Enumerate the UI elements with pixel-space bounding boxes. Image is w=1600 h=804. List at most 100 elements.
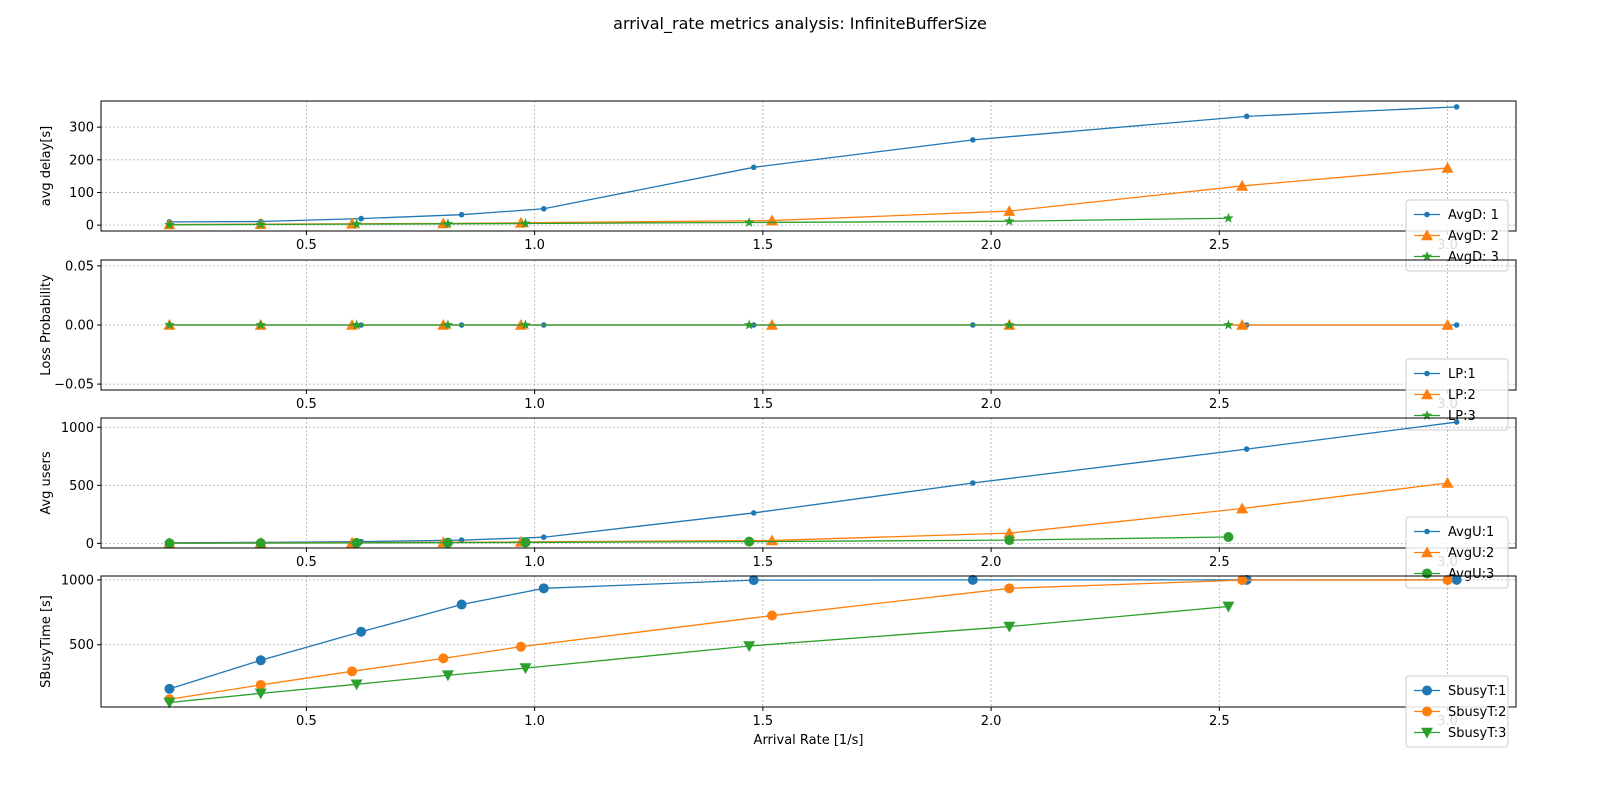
data-point (1223, 212, 1234, 223)
data-point (456, 599, 467, 610)
x-tick-label: 0.5 (296, 714, 317, 729)
legend-label: AvgU:1 (1448, 525, 1494, 540)
x-tick-label: 2.0 (981, 555, 1002, 570)
data-point (538, 583, 549, 594)
legend-label: SbusyT:3 (1448, 726, 1506, 741)
series-sbusyt-1 (164, 574, 1462, 694)
data-point (1453, 419, 1460, 425)
legend-item: AvgU:1 (1414, 525, 1494, 540)
legend: AvgD: 1 AvgD: 2 AvgD: 3 (1405, 199, 1509, 272)
legend-item: LP:2 (1414, 388, 1476, 403)
subplot-4: 0.51.01.52.02.53.05001000SBusyTime [s]Sb… (39, 573, 1517, 748)
legend-label: AvgU:2 (1448, 546, 1494, 561)
legend-marker (1424, 370, 1430, 377)
legend-label: SbusyT:2 (1448, 705, 1506, 720)
legend-marker (1421, 727, 1433, 739)
legend-item: SbusyT:3 (1414, 726, 1506, 741)
data-point (1441, 161, 1454, 173)
y-tick-label: 0 (86, 537, 94, 552)
y-tick-label: 0.00 (65, 319, 94, 334)
legend-label: LP:2 (1448, 388, 1476, 403)
legend-item: SbusyT:1 (1414, 684, 1506, 699)
x-tick-label: 2.5 (1209, 238, 1230, 253)
legend-label: AvgD: 1 (1448, 208, 1499, 223)
data-point (255, 218, 266, 229)
series-sbusyt-2 (164, 575, 1453, 705)
data-point (1441, 319, 1454, 330)
data-point (1003, 205, 1016, 216)
data-point (748, 575, 759, 586)
legend-marker (1424, 211, 1430, 218)
y-tick-label: 200 (69, 153, 94, 168)
data-point (520, 537, 531, 548)
series-line (169, 106, 1457, 223)
x-tick-label: 1.0 (524, 397, 545, 412)
legend-marker (1421, 229, 1433, 241)
legend-marker (1422, 568, 1432, 579)
data-point (442, 319, 454, 330)
y-tick-label: 100 (69, 186, 94, 201)
series-line (169, 536, 1229, 544)
legend-marker (1424, 528, 1430, 535)
legend: LP:1 LP:2 LP:3 (1405, 358, 1509, 431)
x-tick-label: 2.0 (981, 238, 1002, 253)
data-point (255, 679, 266, 690)
y-axis-label: SBusyTime [s] (39, 595, 54, 688)
legend: SbusyT:1 SbusyT:2 SbusyT:3 (1405, 675, 1509, 748)
data-point (1243, 113, 1250, 120)
axes-frame (100, 100, 1517, 232)
data-point (347, 666, 358, 677)
series-line (169, 217, 1229, 226)
data-point (351, 319, 362, 330)
data-point (540, 534, 547, 541)
x-axis-label: Arrival Rate [1/s] (754, 733, 864, 748)
x-tick-label: 1.0 (524, 555, 545, 570)
series-line (169, 482, 1448, 544)
data-point (1453, 104, 1460, 110)
data-point (356, 626, 367, 637)
y-tick-label: 0.05 (65, 259, 94, 274)
y-tick-label: 300 (69, 121, 94, 136)
data-point (350, 679, 363, 691)
legend-marker (1421, 546, 1433, 558)
data-point (766, 610, 777, 621)
x-tick-label: 2.0 (981, 714, 1002, 729)
data-point (515, 641, 526, 652)
legend-item: AvgD: 1 (1414, 208, 1499, 223)
axes-frame (100, 575, 1517, 708)
series-lp-3 (164, 319, 1234, 330)
series-sbusyt-3 (163, 601, 1235, 709)
legend-label: LP:3 (1448, 409, 1476, 424)
legend-marker (1421, 410, 1433, 420)
legend-item: AvgD: 2 (1414, 229, 1499, 244)
data-point (1236, 179, 1249, 191)
data-point (1223, 531, 1234, 542)
data-point (765, 534, 778, 546)
x-tick-label: 0.5 (296, 555, 317, 570)
data-point (1004, 215, 1015, 226)
legend-item: AvgD: 3 (1414, 250, 1499, 265)
x-tick-label: 1.5 (753, 555, 774, 570)
series-avgu-1 (166, 419, 1460, 546)
data-point (1236, 502, 1249, 514)
data-point (1442, 575, 1453, 586)
data-point (520, 319, 531, 330)
y-tick-label: −0.05 (54, 378, 94, 393)
x-tick-label: 1.5 (753, 238, 774, 253)
x-tick-label: 2.5 (1209, 714, 1230, 729)
data-point (970, 480, 976, 486)
legend-label: LP:1 (1448, 367, 1476, 382)
data-point (743, 319, 755, 330)
legend-marker (1422, 706, 1432, 717)
y-tick-label: 1000 (61, 421, 94, 436)
legend-box (1405, 358, 1509, 431)
subplot-1: 0.51.01.52.02.53.00100200300avg delay[s]… (39, 100, 1517, 272)
x-tick-label: 2.5 (1209, 555, 1230, 570)
x-tick-label: 2.5 (1209, 397, 1230, 412)
legend-box (1405, 199, 1509, 272)
data-point (1004, 535, 1015, 546)
data-point (1243, 446, 1250, 452)
